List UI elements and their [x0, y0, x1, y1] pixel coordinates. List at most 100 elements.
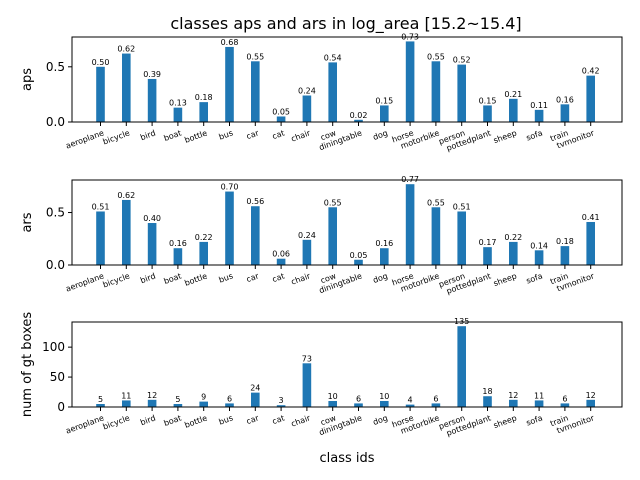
x-tick-label-sofa: sofa — [525, 271, 544, 285]
data-label-boat: 0.16 — [169, 239, 187, 248]
x-tick-label-chair: chair — [290, 271, 312, 287]
bar-chair — [302, 363, 312, 407]
data-label-aeroplane: 5 — [98, 395, 103, 404]
y-tick-label: 0.5 — [46, 206, 65, 220]
x-tick-label-dog: dog — [372, 271, 389, 285]
y-axis-label: aps — [20, 68, 35, 91]
data-label-sofa: 0.14 — [530, 241, 548, 250]
bar-motorbike — [431, 403, 441, 407]
x-tick-label-bird: bird — [139, 413, 157, 427]
data-label-cow: 10 — [328, 392, 338, 401]
data-label-diningtable: 0.02 — [350, 111, 368, 120]
x-tick-label-bicycle: bicycle — [102, 413, 131, 431]
x-tick-label-dog: dog — [372, 413, 389, 427]
x-tick-label-cat: cat — [271, 128, 286, 141]
y-axis-label: ars — [20, 212, 35, 232]
data-label-cow: 0.55 — [324, 198, 342, 207]
data-label-diningtable: 0.05 — [350, 251, 368, 260]
data-label-sheep: 12 — [508, 391, 518, 400]
x-tick-label-bottle: bottle — [183, 271, 208, 287]
bar-horse — [405, 41, 415, 122]
data-label-car: 0.55 — [246, 52, 264, 61]
bar-sofa — [534, 109, 544, 122]
bar-dog — [380, 105, 389, 122]
data-label-aeroplane: 0.51 — [92, 202, 110, 211]
data-label-person: 0.51 — [453, 202, 471, 211]
bar-train — [560, 104, 570, 122]
data-label-tvmonitor: 12 — [586, 391, 596, 400]
data-label-dog: 0.16 — [375, 239, 393, 248]
bar-aeroplane — [96, 211, 105, 265]
bar-cow — [328, 401, 337, 407]
x-tick-label-chair: chair — [290, 413, 312, 429]
bar-pottedplant — [483, 105, 492, 122]
bar-cat — [276, 116, 286, 122]
data-label-bottle: 0.22 — [195, 233, 213, 242]
bar-motorbike — [431, 61, 441, 122]
data-label-tvmonitor: 0.41 — [582, 213, 600, 222]
x-tick-label-bus: bus — [218, 128, 235, 141]
bar-dog — [380, 248, 389, 265]
data-label-train: 0.16 — [556, 95, 574, 104]
bar-bird — [147, 399, 157, 407]
data-label-dog: 0.15 — [375, 96, 393, 105]
x-tick-label-bird: bird — [139, 128, 157, 142]
x-tick-label-dog: dog — [372, 128, 389, 142]
bar-boat — [173, 107, 183, 122]
x-tick-label-sofa: sofa — [525, 413, 544, 427]
x-tick-label-cat: cat — [271, 413, 286, 426]
data-label-bird: 0.39 — [143, 70, 161, 79]
data-label-bird: 0.40 — [143, 214, 161, 223]
data-label-car: 0.56 — [246, 197, 264, 206]
bar-horse — [405, 404, 415, 407]
data-label-cat: 0.06 — [272, 250, 290, 259]
x-tick-label-sheep: sheep — [492, 413, 518, 430]
bar-bicycle — [122, 400, 131, 407]
y-tick-label: 0 — [57, 400, 65, 414]
x-tick-label-aeroplane: aeroplane — [64, 128, 105, 150]
x-tick-label-aeroplane: aeroplane — [64, 271, 105, 293]
bar-bus — [225, 403, 234, 407]
x-tick-label-bottle: bottle — [183, 413, 208, 429]
data-label-tvmonitor: 0.42 — [582, 67, 600, 76]
data-label-motorbike: 0.55 — [427, 52, 445, 61]
y-axis-label: num of gt boxes — [20, 312, 35, 418]
x-tick-label-sheep: sheep — [492, 128, 518, 145]
data-label-pottedplant: 0.15 — [479, 96, 497, 105]
x-tick-label-boat: boat — [163, 271, 183, 286]
data-label-bicycle: 0.62 — [117, 191, 135, 200]
data-label-pottedplant: 0.17 — [479, 238, 497, 247]
x-tick-label-car: car — [245, 271, 261, 284]
data-label-sheep: 0.22 — [504, 233, 522, 242]
data-label-bottle: 9 — [201, 393, 206, 402]
data-label-car: 24 — [250, 384, 260, 393]
data-label-pottedplant: 18 — [482, 387, 492, 396]
data-label-boat: 0.13 — [169, 99, 187, 108]
bar-cow — [328, 207, 337, 265]
bar-bicycle — [122, 199, 131, 265]
bar-sheep — [509, 241, 518, 265]
bar-pottedplant — [483, 247, 492, 265]
axes-frame — [71, 321, 623, 408]
axes-frame — [71, 36, 623, 123]
bar-aeroplane — [96, 66, 105, 122]
data-label-motorbike: 6 — [433, 394, 438, 403]
data-label-bird: 12 — [147, 391, 157, 400]
data-label-diningtable: 6 — [356, 394, 361, 403]
x-tick-label-boat: boat — [163, 413, 183, 428]
x-tick-label-car: car — [245, 413, 261, 426]
x-tick-label-chair: chair — [290, 128, 312, 144]
bar-chair — [302, 95, 312, 122]
data-label-chair: 0.24 — [298, 87, 316, 96]
bar-car — [251, 392, 260, 407]
bar-dog — [380, 401, 389, 407]
data-label-train: 0.18 — [556, 237, 574, 246]
data-label-sofa: 11 — [534, 391, 544, 400]
bar-diningtable — [354, 119, 363, 122]
bar-aeroplane — [96, 404, 105, 407]
data-label-motorbike: 0.55 — [427, 198, 445, 207]
data-label-cat: 3 — [279, 396, 284, 405]
x-tick-label-car: car — [245, 128, 261, 141]
bar-bird — [147, 78, 157, 122]
